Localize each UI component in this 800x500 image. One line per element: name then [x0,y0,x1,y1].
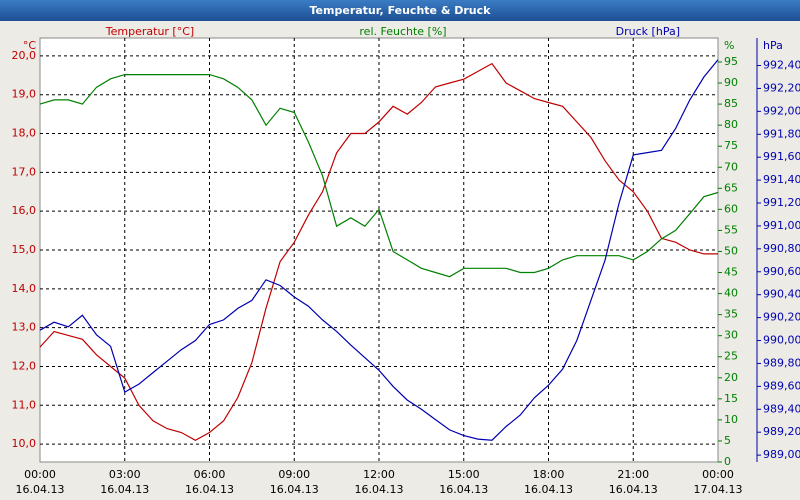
x-tick-label: 12:00 [363,468,395,481]
y-tick-label: 19,0 [12,88,37,101]
y2-tick-label: 50 [724,244,738,257]
y-tick-label: 11,0 [12,398,37,411]
y2-tick-label: 95 [724,55,738,68]
x-tick-date: 16.04.13 [355,483,404,496]
y3-tick-label: 990,40 [763,288,800,301]
y2-tick-label: 40 [724,287,738,300]
y-tick-label: 12,0 [12,359,37,372]
y-tick-label: 17,0 [12,165,37,178]
title-bar [0,0,800,21]
x-tick-date: 16.04.13 [270,483,319,496]
y3-tick-label: 990,20 [763,311,800,324]
x-tick-date: 17.04.13 [694,483,743,496]
y3-tick-label: 992,20 [763,81,800,94]
y3-tick-label: 991,40 [763,173,800,186]
y2-tick-label: 5 [724,434,731,447]
y3-tick-label: 989,60 [763,379,800,392]
data-line [39,74,719,278]
x-tick-date: 16.04.13 [439,483,488,496]
x-tick-date: 16.04.13 [100,483,149,496]
y3-tick-label: 990,60 [763,265,800,278]
y-tick-label: 18,0 [12,127,37,140]
y3-tick-label: 990,80 [763,242,800,255]
y-tick-label: 20,0 [12,49,37,62]
y-tick-label: 13,0 [12,321,37,334]
x-tick-date: 16.04.13 [609,483,658,496]
y3-tick-label: 989,20 [763,425,800,438]
chart-title: Temperatur, Feuchte & Druck [310,4,492,17]
x-tick-label: 15:00 [448,468,480,481]
x-tick-label: 00:00 [702,468,734,481]
y3-unit: hPa [763,39,783,52]
y3-tick-label: 991,80 [763,127,800,140]
x-tick-label: 06:00 [194,468,226,481]
data-line [39,59,719,441]
data-line [39,62,718,441]
x-tick-label: 00:00 [24,468,56,481]
y3-tick-label: 991,60 [763,150,800,163]
y2-tick-label: 55 [724,223,738,236]
y2-tick-label: 15 [724,392,738,405]
x-tick-label: 09:00 [278,468,310,481]
y-tick-label: 16,0 [12,204,37,217]
y2-tick-label: 10 [724,413,738,426]
y2-tick-label: 20 [724,371,738,384]
x-tick-label: 21:00 [617,468,649,481]
y2-tick-label: 45 [724,266,738,279]
y2-tick-label: 60 [724,202,738,215]
y3-tick-label: 991,00 [763,219,800,232]
y2-tick-label: 80 [724,118,738,131]
y-axis-title: Temperatur [°C] [105,25,194,38]
y3-axis-title: Druck [hPa] [616,25,680,38]
y-tick-label: 10,0 [12,437,37,450]
y-tick-label: 14,0 [12,282,37,295]
y-tick-label: 15,0 [12,243,37,256]
x-tick-date: 16.04.13 [16,483,65,496]
y2-tick-label: 30 [724,329,738,342]
y2-tick-label: 0 [724,455,731,468]
y3-tick-label: 989,00 [763,448,800,461]
y3-tick-label: 989,80 [763,356,800,369]
y2-tick-label: 75 [724,139,738,152]
y-unit: °C [23,39,37,52]
y2-tick-label: 35 [724,308,738,321]
y2-tick-label: 70 [724,160,738,173]
x-tick-label: 03:00 [109,468,141,481]
y3-tick-label: 989,40 [763,402,800,415]
y2-tick-label: 90 [724,76,738,89]
y3-tick-label: 992,40 [763,59,800,72]
y3-tick-label: 990,00 [763,334,800,347]
x-tick-date: 16.04.13 [185,483,234,496]
y3-tick-label: 992,00 [763,104,800,117]
y3-tick-label: 991,20 [763,196,800,209]
y2-tick-label: 65 [724,181,738,194]
x-tick-date: 16.04.13 [524,483,573,496]
y2-axis-title: rel. Feuchte [%] [359,25,446,38]
y2-tick-label: 25 [724,350,738,363]
x-tick-label: 18:00 [533,468,565,481]
y2-unit: % [724,39,734,52]
y2-tick-label: 85 [724,97,738,110]
